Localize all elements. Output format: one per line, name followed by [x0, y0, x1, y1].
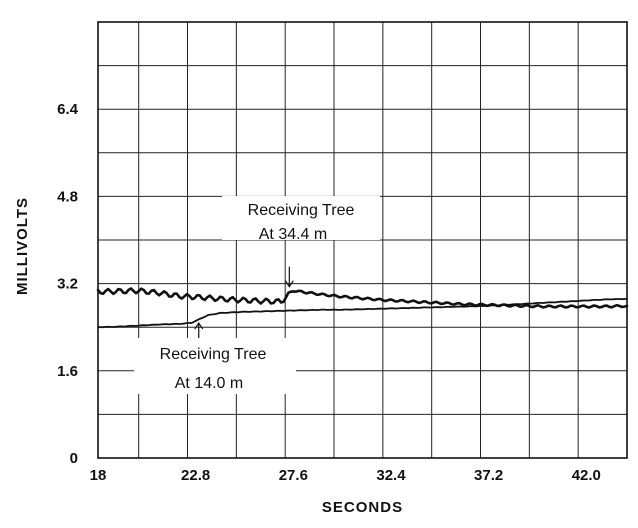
- annotation-label: At 34.4 m: [259, 226, 327, 243]
- x-tick-label: 22.8: [181, 467, 210, 484]
- x-tick-label: 37.2: [474, 467, 503, 484]
- x-tick-label: 32.4: [376, 467, 406, 484]
- annotation-label: Receiving Tree: [160, 346, 267, 363]
- series-layer: [96, 287, 629, 329]
- annotation-label: At 14.0 m: [175, 375, 243, 392]
- y-tick-label: 1.6: [57, 363, 78, 380]
- annotation-arrowhead: [284, 280, 294, 288]
- y-tick-label: 6.4: [57, 101, 79, 118]
- series-line-1: [96, 287, 629, 309]
- x-tick-label: 27.6: [279, 467, 308, 484]
- annotation-bg: [222, 196, 380, 240]
- y-tick-label: 3.2: [57, 276, 78, 293]
- tick-labels: 18 22.8 27.6 32.4 37.2 42.0 0 1.6 3.2 4.8 6.4: [57, 101, 601, 484]
- annotations: Receiving Tree At 34.4 m Receiving Tree At …: [134, 196, 380, 394]
- annotation-label: Receiving Tree: [248, 202, 355, 219]
- x-tick-label: 18: [90, 467, 107, 484]
- x-tick-label: 42.0: [572, 467, 601, 484]
- annotation-arrowhead: [194, 321, 204, 330]
- x-axis-title: SECONDS: [322, 499, 403, 516]
- y-axis-title: MILLIVOLTS: [14, 197, 31, 295]
- plot-frame: [97, 21, 628, 459]
- y-tick-label: 4.8: [57, 188, 78, 205]
- annotation-bg: [134, 338, 296, 394]
- y-tick-label: 0: [70, 450, 78, 467]
- series-line-2: [97, 297, 628, 329]
